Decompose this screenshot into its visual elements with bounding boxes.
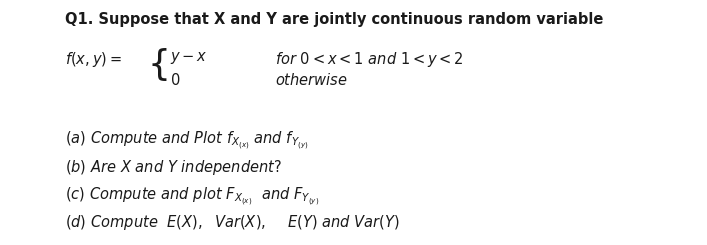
Text: $otherwise$: $otherwise$ <box>275 72 348 88</box>
Text: $\{$: $\{$ <box>147 46 168 83</box>
Text: $f(x,y) =$: $f(x,y) =$ <box>65 50 122 69</box>
Text: $(d)\ Compute\ \ E(X),\ \ Var(X),\ \ \ \ E(Y)\ and\ Var(Y)$: $(d)\ Compute\ \ E(X),\ \ Var(X),\ \ \ \… <box>65 213 400 232</box>
Text: $(a)\ Compute\ and\ Plot\ f_{X_{(x)}}\ and\ f_{Y_{(y)}}$: $(a)\ Compute\ and\ Plot\ f_{X_{(x)}}\ a… <box>65 130 308 152</box>
Text: $for\ 0 < x < 1\ and\ 1 < y < 2$: $for\ 0 < x < 1\ and\ 1 < y < 2$ <box>275 50 464 69</box>
Text: Q1. Suppose that X and Y are jointly continuous random variable: Q1. Suppose that X and Y are jointly con… <box>65 12 603 27</box>
Text: $(c)\ Compute\ and\ plot\ F_{X_{(x)}}\ \ and\ F_{Y_{(y)}}$: $(c)\ Compute\ and\ plot\ F_{X_{(x)}}\ \… <box>65 186 320 208</box>
Text: $0$: $0$ <box>170 72 180 88</box>
Text: $(b)\ Are\ X\ and\ Y\ independent?$: $(b)\ Are\ X\ and\ Y\ independent?$ <box>65 158 282 177</box>
Text: $y-x$: $y-x$ <box>170 50 208 66</box>
